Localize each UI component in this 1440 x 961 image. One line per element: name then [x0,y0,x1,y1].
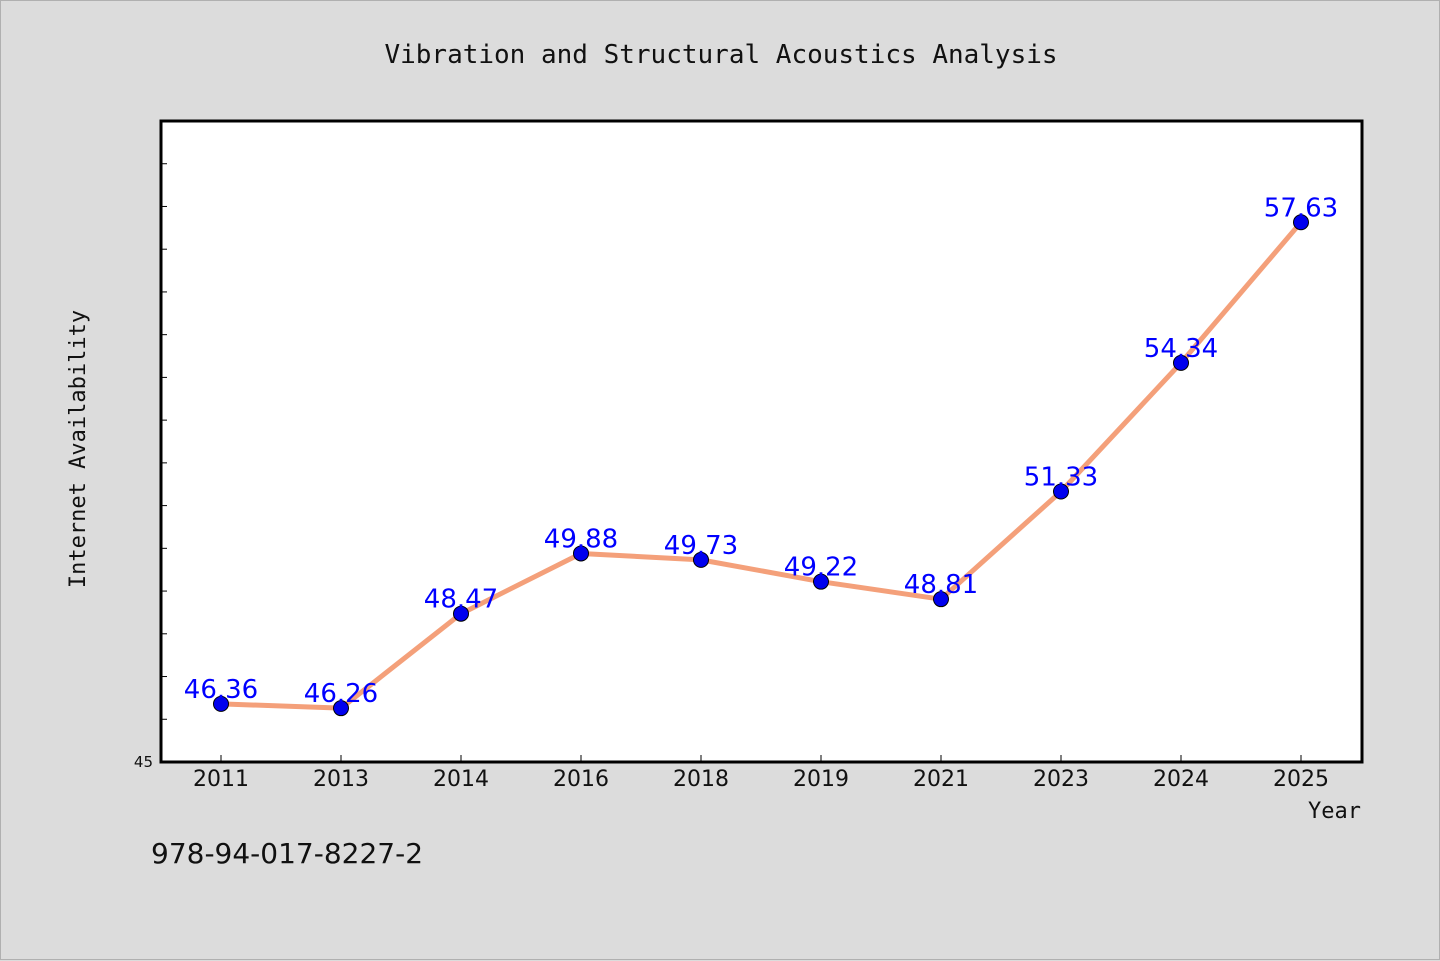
data-label: 51.33 [1024,462,1098,492]
data-label: 54.34 [1144,334,1218,364]
x-tick-label: 2018 [673,767,729,792]
data-label: 46.26 [304,679,378,709]
data-point [333,700,349,717]
x-tick-label: 2013 [313,767,369,792]
chart-title: Vibration and Structural Acoustics Analy… [384,40,1057,70]
data-label: 48.81 [904,570,978,600]
x-tick-label: 2016 [553,767,609,792]
data-point [1293,214,1309,231]
data-point [573,545,589,562]
plot-area [159,119,1364,764]
data-label: 49.22 [784,553,858,583]
data-point [453,605,469,622]
isbn-text: 978-94-017-8227-2 [151,837,423,870]
x-tick-label: 2023 [1033,767,1089,792]
x-tick-label: 2019 [793,767,849,792]
data-point [1053,483,1069,500]
series-layer [213,214,1309,717]
x-tick-label: 2025 [1273,767,1329,792]
series-line [220,220,1303,711]
data-label: 48.47 [424,585,498,615]
data-point [1173,354,1189,371]
x-axis-label: Year [1308,799,1361,824]
data-label: 49.88 [544,524,618,554]
x-tick-label: 2011 [193,767,249,792]
data-point [213,695,229,712]
data-point [693,551,709,568]
x-tick-label: 2024 [1153,767,1209,792]
x-tick-label: 2014 [433,767,489,792]
y-axis-ticks: 45 [134,163,167,771]
y-axis-label: Internet Availability [66,310,91,588]
x-axis-ticks: 2011 2013 2014 2016 2018 2019 2021 2023 2024 2025 [193,755,1329,792]
y-tick-label: 45 [134,753,153,771]
data-point [813,573,829,590]
data-point [933,591,949,608]
data-label: 57.63 [1264,193,1338,223]
x-tick-label: 2021 [913,767,969,792]
data-label: 49.73 [664,531,738,561]
data-label: 46.36 [184,675,258,705]
data-labels: 46.36 46.26 48.47 49.88 49.73 49.22 48.81 51.33… [184,193,1338,709]
